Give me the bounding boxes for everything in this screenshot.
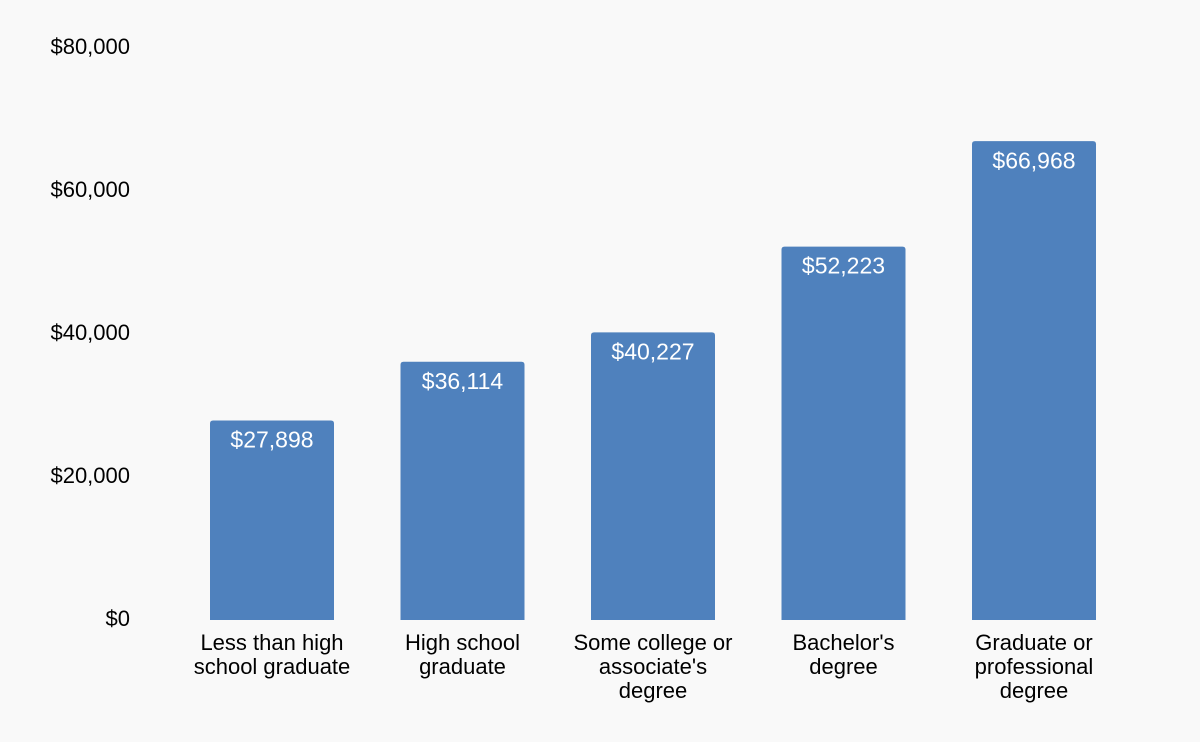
bar	[591, 332, 715, 620]
x-tick-label: Bachelor's degree	[792, 630, 894, 679]
bar-value-label: $66,968	[992, 147, 1075, 173]
bar-value-label: $36,114	[422, 368, 504, 394]
x-tick-label-line: Bachelor's	[792, 630, 894, 655]
x-tick-label: Less than high school graduate	[194, 630, 351, 679]
x-tick-label-line: Graduate or	[975, 630, 1092, 655]
y-axis: $0 $20,000 $40,000 $60,000 $80,000	[50, 34, 130, 631]
x-tick-label-line: associate's	[599, 654, 707, 679]
bar-value-label: $27,898	[230, 427, 313, 453]
x-tick-label-line: school graduate	[194, 654, 351, 679]
x-tick-label-line: graduate	[419, 654, 506, 679]
bar-value-label: $52,223	[802, 253, 885, 279]
y-tick-label: $20,000	[50, 463, 130, 488]
y-tick-label: $0	[106, 606, 130, 631]
y-tick-label: $60,000	[50, 177, 130, 202]
x-tick-label: Some college or associate's degree	[574, 630, 733, 703]
x-tick-label-line: Some college or	[574, 630, 733, 655]
x-tick-label-line: Less than high	[200, 630, 343, 655]
bar	[972, 141, 1096, 620]
bars: $27,898 $36,114 $40,227 $52,223 $66,968	[210, 141, 1096, 621]
x-axis: Less than high school graduate High school…	[194, 630, 1094, 703]
bar	[210, 420, 334, 620]
bar	[400, 361, 525, 620]
x-tick-label-line: degree	[619, 678, 688, 703]
bar	[781, 246, 906, 621]
y-tick-label: $80,000	[50, 34, 130, 59]
x-tick-label: High school graduate	[405, 630, 520, 679]
x-tick-label-line: degree	[1000, 678, 1069, 703]
x-tick-label-line: degree	[809, 654, 878, 679]
x-tick-label: Graduate or professional degree	[975, 630, 1094, 703]
x-tick-label-line: professional	[975, 654, 1094, 679]
y-tick-label: $40,000	[50, 320, 130, 345]
x-tick-label-line: High school	[405, 630, 520, 655]
bar-value-label: $40,227	[611, 338, 694, 364]
